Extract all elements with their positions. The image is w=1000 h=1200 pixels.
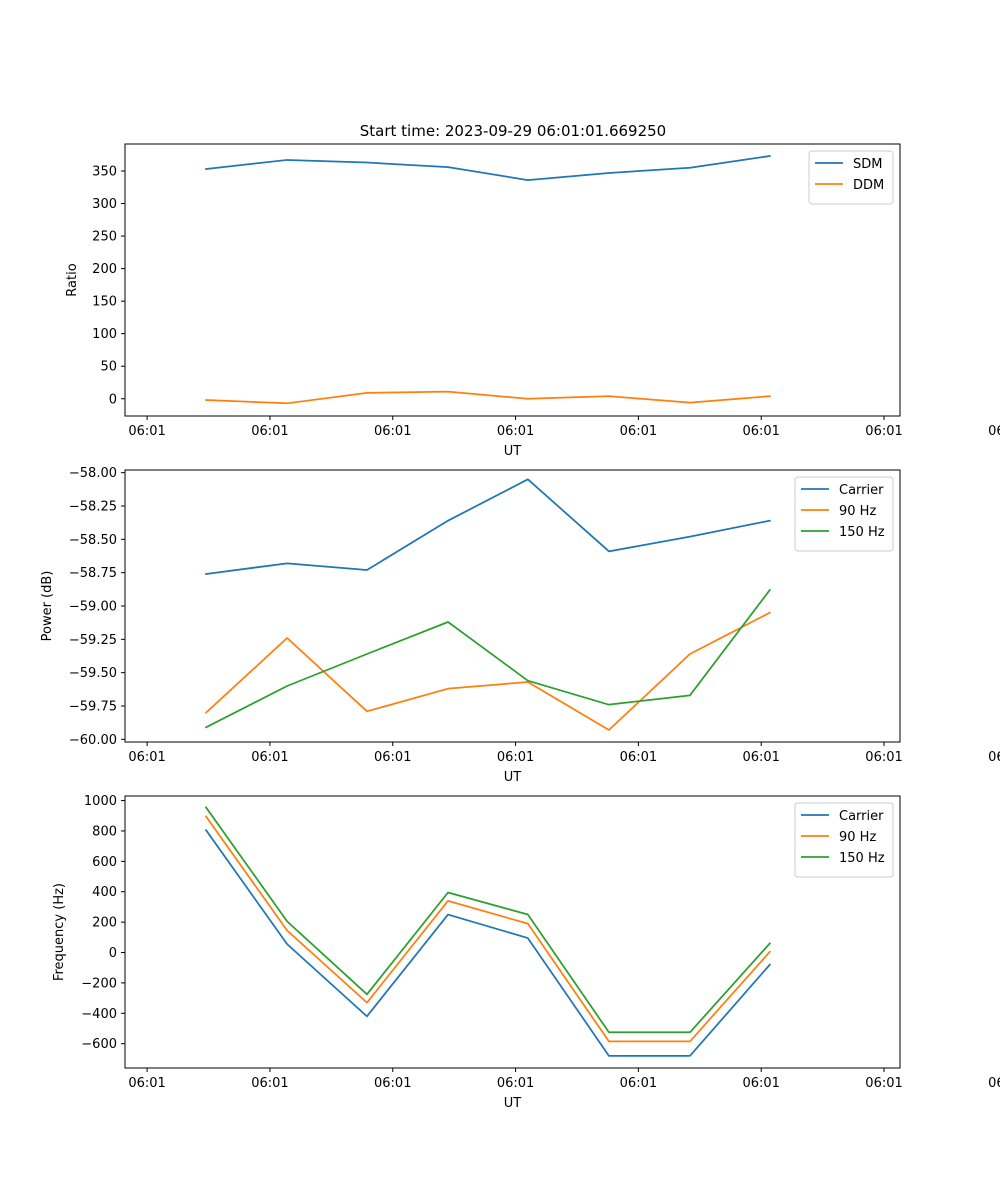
x-tick-label: 06:01 xyxy=(742,750,779,765)
x-tick-label: 06:01 xyxy=(251,750,288,765)
power-panel: 06:01 06:01 06:01 06:01 06:01 06:01 06:01 06:02… xyxy=(40,466,1000,785)
frequency-y-axis-label: Frequency (Hz) xyxy=(52,883,67,981)
y-tick-label: 800 xyxy=(92,824,117,839)
y-tick-label: −600 xyxy=(81,1037,117,1052)
ratio-legend: SDM DDM xyxy=(808,150,894,205)
ratio-x-axis-label: UT xyxy=(504,444,522,459)
legend-label: 150 Hz xyxy=(839,851,885,866)
x-tick-label: 06:01 xyxy=(865,750,902,765)
ratio-axes-frame xyxy=(124,143,901,417)
legend-label: Carrier xyxy=(839,483,884,498)
x-tick-label: 06:01 xyxy=(497,1076,534,1091)
x-tick-label: 06:01 xyxy=(620,750,657,765)
x-tick-label: 06:01 xyxy=(497,750,534,765)
y-tick-label: −59.75 xyxy=(69,700,117,715)
y-tick-label: −58.50 xyxy=(69,533,117,548)
power-axes-frame xyxy=(124,469,901,743)
power-series-line-90-hz xyxy=(204,611,771,731)
y-tick-label: 200 xyxy=(92,262,117,277)
frequency-series-line-150-hz xyxy=(204,806,772,1034)
legend-label: SDM xyxy=(853,157,882,172)
legend-label: 90 Hz xyxy=(839,504,876,519)
y-tick-label: 0 xyxy=(109,946,117,961)
x-tick-label: 06:01 xyxy=(620,1076,657,1091)
legend-frame xyxy=(794,802,894,878)
ratio-panel: 06:01 06:01 06:01 06:01 06:01 06:01 06:01 06:02… xyxy=(65,143,1000,459)
y-tick-label: −59.50 xyxy=(69,666,117,681)
power-series-line-150-hz xyxy=(204,588,772,729)
frequency-legend: Carrier 90 Hz 150 Hz xyxy=(794,802,894,878)
y-tick-label: 400 xyxy=(92,885,117,900)
frequency-series-line-carrier xyxy=(204,828,772,1057)
power-y-axis-label: Power (dB) xyxy=(40,571,55,642)
y-tick-label: −58.75 xyxy=(69,566,117,581)
y-tick-label: 200 xyxy=(92,916,117,931)
ratio-series-line-sdm xyxy=(205,155,771,181)
y-tick-label: 1000 xyxy=(84,794,117,809)
x-tick-label: 06:02 xyxy=(988,1076,1000,1091)
frequency-series-line-90-hz xyxy=(204,815,772,1043)
figure-title: Start time: 2023-09-29 06:01:01.669250 xyxy=(360,122,666,140)
y-tick-label: −58.00 xyxy=(69,466,117,481)
ratio-y-axis-label: Ratio xyxy=(65,263,80,296)
x-tick-label: 06:02 xyxy=(988,750,1000,765)
x-tick-label: 06:01 xyxy=(742,424,779,439)
x-tick-label: 06:01 xyxy=(128,1076,165,1091)
power-series-line-carrier xyxy=(205,478,771,575)
x-tick-label: 06:01 xyxy=(374,424,411,439)
legend-frame xyxy=(808,150,894,205)
y-tick-label: 100 xyxy=(92,327,117,342)
x-tick-label: 06:01 xyxy=(128,424,165,439)
x-tick-label: 06:01 xyxy=(865,1076,902,1091)
y-tick-label: −200 xyxy=(81,976,117,991)
y-tick-label: −60.00 xyxy=(69,733,117,748)
x-tick-label: 06:01 xyxy=(251,1076,288,1091)
y-tick-label: −59.00 xyxy=(69,600,117,615)
y-tick-label: 50 xyxy=(100,360,117,375)
x-tick-label: 06:01 xyxy=(865,424,902,439)
frequency-panel: 06:01 06:01 06:01 06:01 06:01 06:01 06:01 06:02… xyxy=(52,794,1000,1111)
x-tick-label: 06:01 xyxy=(251,424,288,439)
x-tick-label: 06:02 xyxy=(988,424,1000,439)
legend-label: 150 Hz xyxy=(839,525,885,540)
x-tick-label: 06:01 xyxy=(374,750,411,765)
legend-label: 90 Hz xyxy=(839,830,876,845)
y-tick-label: 150 xyxy=(92,295,117,310)
y-tick-label: 0 xyxy=(109,392,117,407)
y-tick-label: −59.25 xyxy=(69,633,117,648)
y-tick-label: 300 xyxy=(92,197,117,212)
y-tick-label: −58.25 xyxy=(69,500,117,515)
frequency-axes-frame xyxy=(124,795,901,1069)
y-tick-label: 350 xyxy=(92,165,117,180)
x-tick-label: 06:01 xyxy=(742,1076,779,1091)
x-tick-label: 06:01 xyxy=(128,750,165,765)
x-tick-label: 06:01 xyxy=(497,424,534,439)
legend-label: DDM xyxy=(853,178,884,193)
power-x-axis-label: UT xyxy=(504,770,522,785)
frequency-x-axis-label: UT xyxy=(504,1096,522,1111)
x-tick-label: 06:01 xyxy=(374,1076,411,1091)
ratio-series-line-ddm xyxy=(205,390,771,405)
power-legend: Carrier 90 Hz 150 Hz xyxy=(794,476,894,552)
y-tick-label: 250 xyxy=(92,230,117,245)
legend-label: Carrier xyxy=(839,809,884,824)
legend-frame xyxy=(794,476,894,552)
x-tick-label: 06:01 xyxy=(620,424,657,439)
y-tick-label: 600 xyxy=(92,855,117,870)
y-tick-label: −400 xyxy=(81,1007,117,1022)
